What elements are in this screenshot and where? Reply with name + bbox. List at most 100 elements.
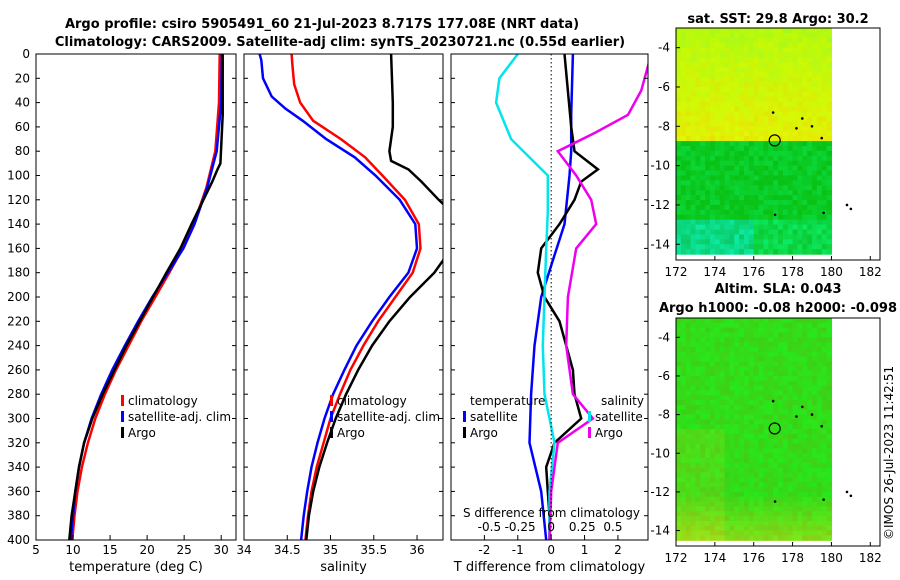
heatmap-cell (729, 351, 735, 358)
heatmap-cell (758, 180, 765, 186)
heatmap-cell (802, 62, 808, 68)
temperature-frame (35, 53, 237, 541)
heatmap-cell (748, 419, 755, 425)
heatmap-cell (710, 150, 716, 157)
heatmap-cell (700, 351, 706, 358)
heatmap-cell (758, 453, 765, 459)
heatmap-cell (739, 126, 745, 132)
heatmap-cell (744, 458, 750, 464)
heatmap-cell (792, 342, 799, 348)
heatmap-cell (792, 419, 799, 425)
heatmap-cell (739, 351, 745, 358)
heatmap-cell (821, 404, 828, 411)
heatmap-cell (710, 141, 716, 147)
heatmap-cell (797, 126, 803, 132)
heatmap-cell (714, 101, 721, 108)
heatmap-cell (714, 491, 721, 498)
heatmap-cell (680, 37, 687, 44)
heatmap-cell (714, 52, 721, 59)
heatmap-cell (690, 487, 697, 493)
heatmap-cell (739, 332, 745, 338)
heatmap-cell (748, 332, 755, 338)
heatmap-cell (729, 346, 735, 353)
heatmap-cell (724, 477, 731, 483)
heatmap-cell (705, 150, 711, 157)
heatmap-cell (797, 28, 803, 34)
island-dot (822, 211, 825, 215)
heatmap-cell (724, 472, 731, 479)
heatmap-cell (782, 433, 789, 440)
heatmap-cell (734, 219, 740, 226)
heatmap-cell (690, 106, 697, 113)
heatmap-cell (748, 116, 755, 122)
heatmap-cell (676, 195, 682, 201)
heatmap-cell (714, 116, 721, 122)
heatmap-cell (816, 145, 823, 152)
heatmap-cell (802, 209, 808, 216)
heatmap-cell (753, 47, 760, 54)
heatmap-cell (729, 400, 735, 406)
heatmap-cell (680, 491, 687, 498)
heatmap-cell (676, 361, 682, 367)
heatmap-cell (826, 219, 833, 226)
heatmap-cell (734, 37, 740, 44)
heatmap-cell (807, 136, 813, 142)
heatmap-cell (739, 200, 745, 206)
heatmap-cell (719, 419, 726, 425)
heatmap-cell (792, 224, 799, 231)
heatmap-cell (802, 467, 808, 474)
heatmap-cell (700, 375, 706, 382)
heatmap-cell (744, 145, 750, 152)
heatmap-cell (695, 318, 701, 324)
heatmap-cell (734, 375, 740, 382)
sla-map-subtitle: Argo h1000: -0.08 h2000: -0.098 (659, 301, 897, 316)
heatmap-cell (778, 356, 784, 363)
heatmap-cell (812, 204, 818, 211)
heatmap-cell (719, 37, 726, 44)
heatmap-cell (714, 145, 721, 152)
heatmap-cell (787, 57, 794, 64)
heatmap-cell (685, 318, 692, 324)
heatmap-cell (705, 506, 711, 512)
heatmap-cell (695, 404, 701, 411)
heatmap-cell (710, 380, 716, 387)
heatmap-cell (700, 530, 706, 536)
heatmap-cell (700, 57, 706, 64)
heatmap-cell (816, 385, 823, 392)
heatmap-cell (744, 37, 750, 44)
heatmap-cell (812, 332, 818, 338)
heatmap-cell (729, 419, 735, 425)
heatmap-cell (812, 160, 818, 167)
heatmap-cell (739, 429, 745, 435)
heatmap-cell (739, 424, 745, 430)
heatmap-cell (787, 150, 794, 157)
heatmap-cell (758, 366, 765, 372)
heatmap-cell (729, 219, 735, 226)
heatmap-cell (744, 390, 750, 396)
heatmap-cell (748, 200, 755, 206)
heatmap-cell (680, 506, 687, 512)
heatmap-cell (739, 525, 745, 532)
heatmap-cell (685, 106, 692, 113)
heatmap-cell (782, 37, 789, 44)
heatmap-cell (782, 204, 789, 211)
heatmap-cell (719, 467, 726, 474)
heatmap-cell (695, 525, 701, 532)
heatmap-cell (812, 106, 818, 113)
heatmap-cell (773, 224, 779, 231)
heatmap-cell (797, 477, 803, 483)
heatmap-cell (705, 433, 711, 440)
heatmap-cell (763, 429, 769, 435)
heatmap-cell (782, 111, 789, 118)
heatmap-cell (705, 249, 711, 255)
heatmap-cell (758, 516, 765, 522)
heatmap-cell (729, 42, 735, 49)
heatmap-cell (695, 516, 701, 522)
heatmap-cell (734, 487, 740, 493)
heatmap-cell (695, 52, 701, 59)
heatmap-cell (680, 530, 687, 536)
heatmap-cell (778, 116, 784, 122)
heatmap-cell (787, 175, 794, 181)
heatmap-cell (724, 170, 731, 177)
heatmap-cell (680, 141, 687, 147)
